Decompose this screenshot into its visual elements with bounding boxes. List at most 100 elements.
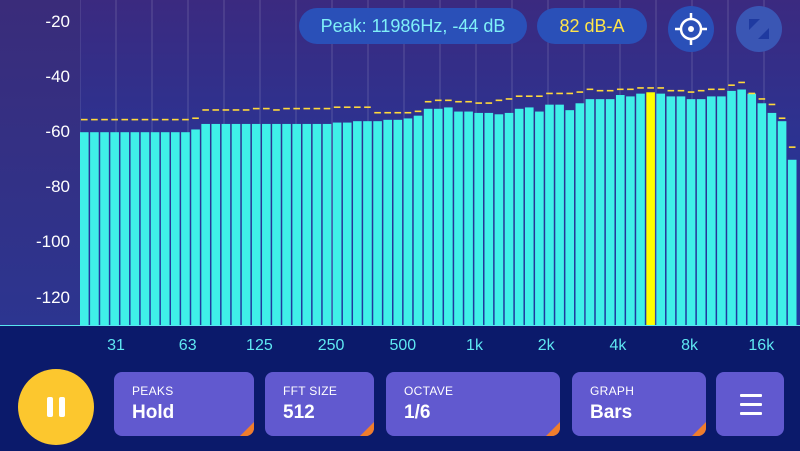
y-tick-label: -60: [45, 122, 70, 142]
peak-hold-marker: [566, 92, 574, 95]
peak-hold-marker: [606, 89, 614, 92]
spectrum-bar: [696, 99, 706, 326]
spectrum-bar: [423, 108, 433, 325]
spectrum-bar: [282, 123, 291, 325]
spectrum-bar: [605, 99, 615, 326]
peak-hold-marker: [283, 107, 290, 110]
spectrum-bar: [676, 96, 686, 326]
spectrum-bar: [787, 159, 797, 325]
peaks-label: PEAKS: [132, 384, 174, 398]
peak-hold-marker: [384, 111, 391, 114]
spectrum-bar: [342, 122, 352, 325]
x-tick-label: 63: [178, 337, 197, 354]
level-readout: 82 dB-A: [537, 8, 647, 44]
octave-button[interactable]: OCTAVE 1/6: [386, 372, 560, 436]
spectrum-bar: [474, 112, 483, 325]
menu-button[interactable]: [716, 372, 784, 436]
graph-label: GRAPH: [590, 384, 635, 398]
octave-label: OCTAVE: [404, 384, 454, 398]
peaks-button[interactable]: PEAKS Hold: [114, 372, 254, 436]
x-tick-label: 8k: [681, 337, 699, 354]
peak-hold-marker: [637, 87, 644, 89]
spectrum-bar: [251, 123, 261, 325]
x-tick-label: 250: [317, 337, 345, 354]
pause-button[interactable]: [18, 369, 94, 445]
peak-hold-marker: [323, 107, 331, 110]
spectrum-bar: [737, 89, 746, 325]
spectrum-bar: [777, 121, 787, 325]
peak-hold-marker: [495, 99, 503, 102]
target-button[interactable]: [668, 6, 714, 52]
expand-button[interactable]: [736, 6, 782, 52]
peaks-value: Hold: [132, 402, 175, 423]
peak-hold-marker: [546, 92, 553, 95]
y-tick-label: -80: [45, 177, 70, 197]
spectrum-bar-peak: [646, 92, 655, 326]
graph-value: Bars: [590, 402, 633, 423]
peak-hold-marker: [364, 106, 371, 109]
spectrum-bar: [160, 132, 170, 325]
spectrum-bar: [454, 111, 463, 325]
peak-hold-marker: [758, 98, 766, 100]
peak-hold-marker: [161, 118, 169, 121]
peak-hold-marker: [182, 118, 189, 121]
fft-size-label: FFT SIZE: [283, 384, 338, 398]
x-tick-label: 125: [246, 337, 273, 354]
peak-hold-marker: [273, 109, 280, 111]
peak-hold-marker: [121, 118, 129, 121]
spectrum-bar: [241, 123, 251, 325]
y-tick-label: -20: [45, 12, 70, 31]
fft-size-button[interactable]: FFT SIZE 512: [265, 372, 374, 436]
spectrum-bar: [80, 132, 89, 325]
spectrum-bar: [90, 132, 99, 325]
peak-hold-marker: [596, 89, 604, 92]
peak-hold-marker: [222, 109, 230, 111]
peak-hold-marker: [728, 84, 735, 86]
peak-hold-marker: [455, 100, 462, 103]
spectrum-bar: [575, 103, 585, 325]
spectrum-bar: [757, 103, 767, 325]
dropdown-corner-icon: [360, 422, 374, 436]
spectrum-bar: [535, 111, 544, 325]
x-tick-label: 2k: [537, 337, 555, 354]
spectrum-bar: [504, 112, 514, 325]
peak-hold-marker: [263, 107, 270, 110]
spectrum-bar: [626, 96, 635, 326]
peak-hold-marker: [424, 100, 432, 103]
peak-hold-marker: [485, 102, 493, 104]
peak-hold-marker: [151, 118, 159, 121]
peak-hold-marker: [687, 91, 695, 93]
dropdown-corner-icon: [240, 422, 254, 436]
spectrum-plot[interactable]: -20 -40 -60 -80 -100 -120 Peak: 11986Hz, -44 …: [0, 0, 800, 326]
spectrum-bar: [595, 99, 605, 326]
graph-button[interactable]: GRAPH Bars: [572, 372, 706, 436]
spectrum-bar: [120, 132, 130, 325]
spectrum-bar: [444, 107, 453, 325]
x-tick-label: 500: [389, 337, 417, 354]
spectrum-bar: [130, 132, 140, 325]
spectrum-bar: [100, 132, 109, 325]
peak-hold-marker: [788, 146, 796, 148]
peak-hold-marker: [505, 98, 513, 100]
peak-hold-marker: [647, 87, 654, 89]
spectrum-bar: [262, 123, 271, 325]
x-tick-label: 31: [107, 337, 125, 354]
peak-hold-marker: [192, 117, 199, 120]
spectrum-bar: [666, 96, 676, 326]
spectrum-bar: [353, 121, 362, 325]
spectrum-bar: [231, 123, 241, 325]
peak-hold-marker: [374, 111, 381, 114]
dropdown-corner-icon: [546, 422, 560, 436]
spectrum-bar: [717, 96, 726, 326]
spectrum-bar: [706, 96, 716, 326]
spectrum-bar: [150, 132, 160, 325]
spectrum-bar: [686, 99, 696, 326]
spectrum-bar: [555, 104, 564, 325]
peak-hold-marker: [252, 107, 260, 110]
peak-hold-marker: [343, 106, 351, 109]
peak-readout: Peak: 11986Hz, -44 dB: [299, 8, 527, 44]
spectrum-bars: [79, 0, 797, 326]
peak-hold-marker: [778, 117, 786, 120]
spectrum-bar: [565, 110, 575, 325]
spectrum-bar: [433, 108, 443, 325]
